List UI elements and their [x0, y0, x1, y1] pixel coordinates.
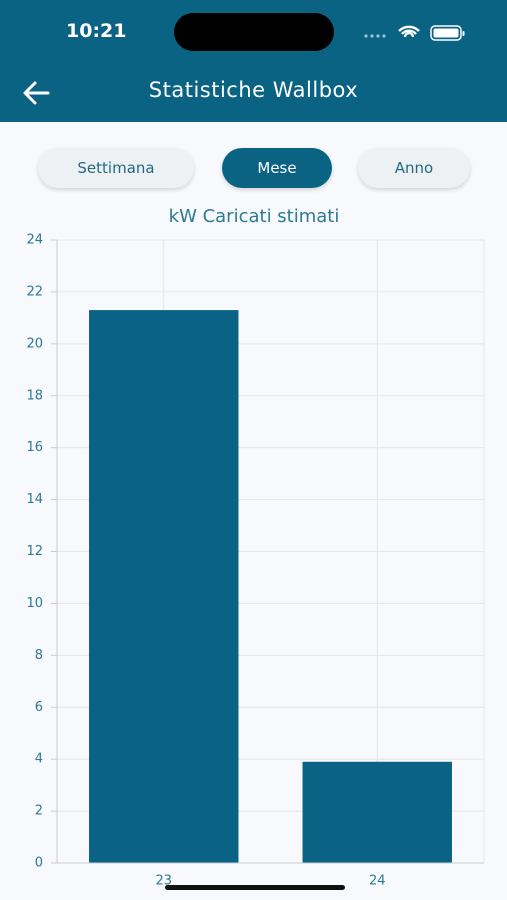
y-tick-label: 24	[26, 233, 43, 248]
y-tick-label: 20	[26, 336, 43, 351]
screen-title: Statistiche Wallbox	[148, 78, 359, 102]
header-bar: 10:21 Statistiche Wallbox	[0, 0, 507, 122]
home-indicator	[165, 885, 345, 890]
y-tick-label: 10	[26, 596, 43, 611]
chart: kW Caricati stimati 02468101214161820222…	[26, 206, 485, 889]
tab-button[interactable]: Settimana	[38, 148, 194, 188]
y-tick-label: 12	[26, 544, 43, 559]
y-tick-label: 2	[35, 804, 43, 819]
chart-title: kW Caricati stimati	[169, 206, 340, 227]
y-tick-label: 6	[35, 700, 43, 715]
status-time: 10:21	[66, 20, 127, 42]
bar	[302, 761, 452, 863]
x-tick-label: 24	[369, 874, 386, 889]
y-tick-label: 8	[35, 648, 43, 663]
tab-button[interactable]: Anno	[358, 148, 470, 188]
bar	[89, 310, 239, 863]
y-tick-label: 4	[35, 752, 43, 767]
y-tick-label: 22	[26, 284, 43, 299]
y-tick-label: 18	[26, 388, 43, 403]
y-tick-label: 16	[26, 440, 43, 455]
y-tick-label: 0	[35, 856, 43, 871]
tab-button[interactable]: Mese	[222, 148, 332, 188]
x-tick-label: 23	[155, 874, 172, 889]
dynamic-island	[174, 13, 334, 51]
y-tick-label: 14	[26, 492, 43, 507]
status-icons	[364, 25, 465, 41]
back-button[interactable]	[22, 80, 50, 106]
